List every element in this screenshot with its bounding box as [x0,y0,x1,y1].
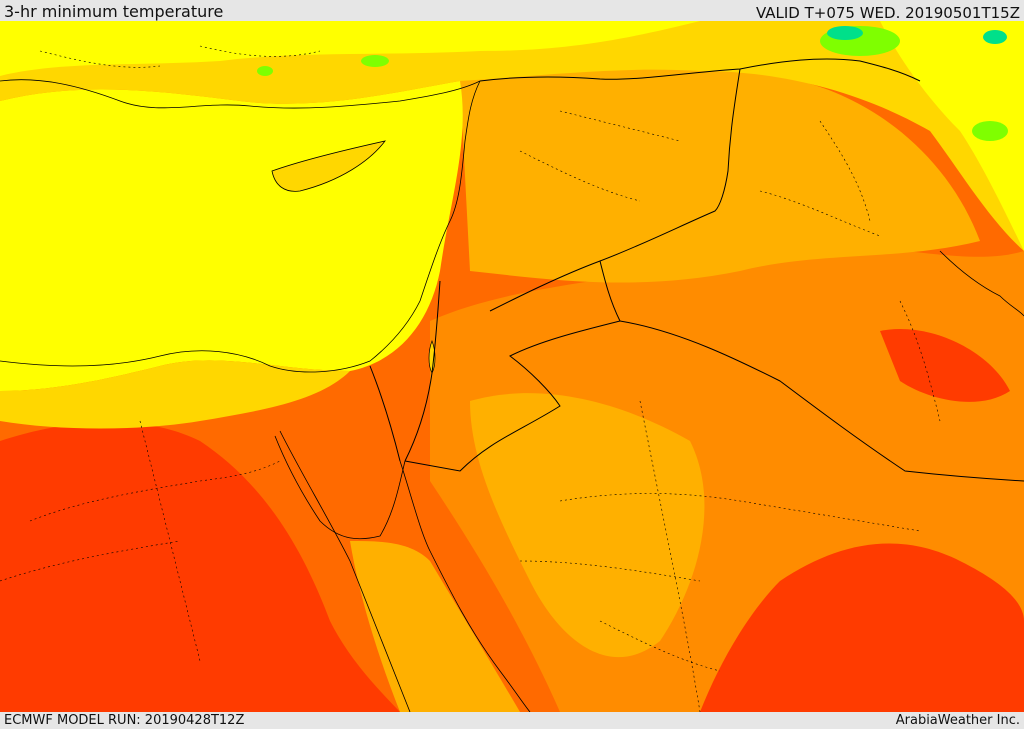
field-yellow-med [0,81,463,391]
field-teal-ne2 [983,30,1007,44]
field-amber-north [460,66,980,283]
field-gold-coast [0,360,350,429]
credit: ArabiaWeather Inc. [895,713,1020,728]
model-run: ECMWF MODEL RUN: 20190428T12Z [4,713,245,728]
field-red-egypt [0,422,400,712]
border-syria-iraq [489,68,741,312]
valid-time: VALID T+075 WED. 20190501T15Z [755,4,1020,22]
field-teal-ne [827,26,863,40]
coastline-red-sea-west [279,430,411,712]
temperature-map[interactable] [0,21,1024,712]
field-green-n2 [257,66,273,76]
field-red-east-mid [880,329,1010,402]
coastline-red-sea-east [399,460,531,712]
border-israel-jordan [404,280,441,462]
border-egypt-israel [369,365,401,462]
temperature-map-svg [0,21,1024,712]
field-yellow-turkey [0,21,700,76]
cyprus-outline [271,140,386,192]
field-green-ne2 [972,121,1008,141]
border-iraq-saudi [619,320,1024,482]
province-borders [0,45,941,712]
field-red-east [700,543,1024,712]
footer-bar: ECMWF MODEL RUN: 20190428T12Z ArabiaWeat… [0,712,1024,729]
coastline-gulf-north [939,250,1024,317]
coastline-med [0,80,481,373]
border-turkey-syria [479,58,921,82]
field-amber-arabia [470,393,705,658]
field-yellow-ne [880,21,1024,251]
coastline-turkey [0,79,481,109]
border-jordan-saudi [404,260,621,472]
map-title: 3-hr minimum temperature [4,2,224,21]
field-green-n [361,55,389,67]
header-bar: 3-hr minimum temperature VALID T+075 WED… [0,0,1024,22]
field-red-sea [350,541,520,712]
coastline-suez [274,435,406,540]
field-gold-north [0,21,1024,251]
